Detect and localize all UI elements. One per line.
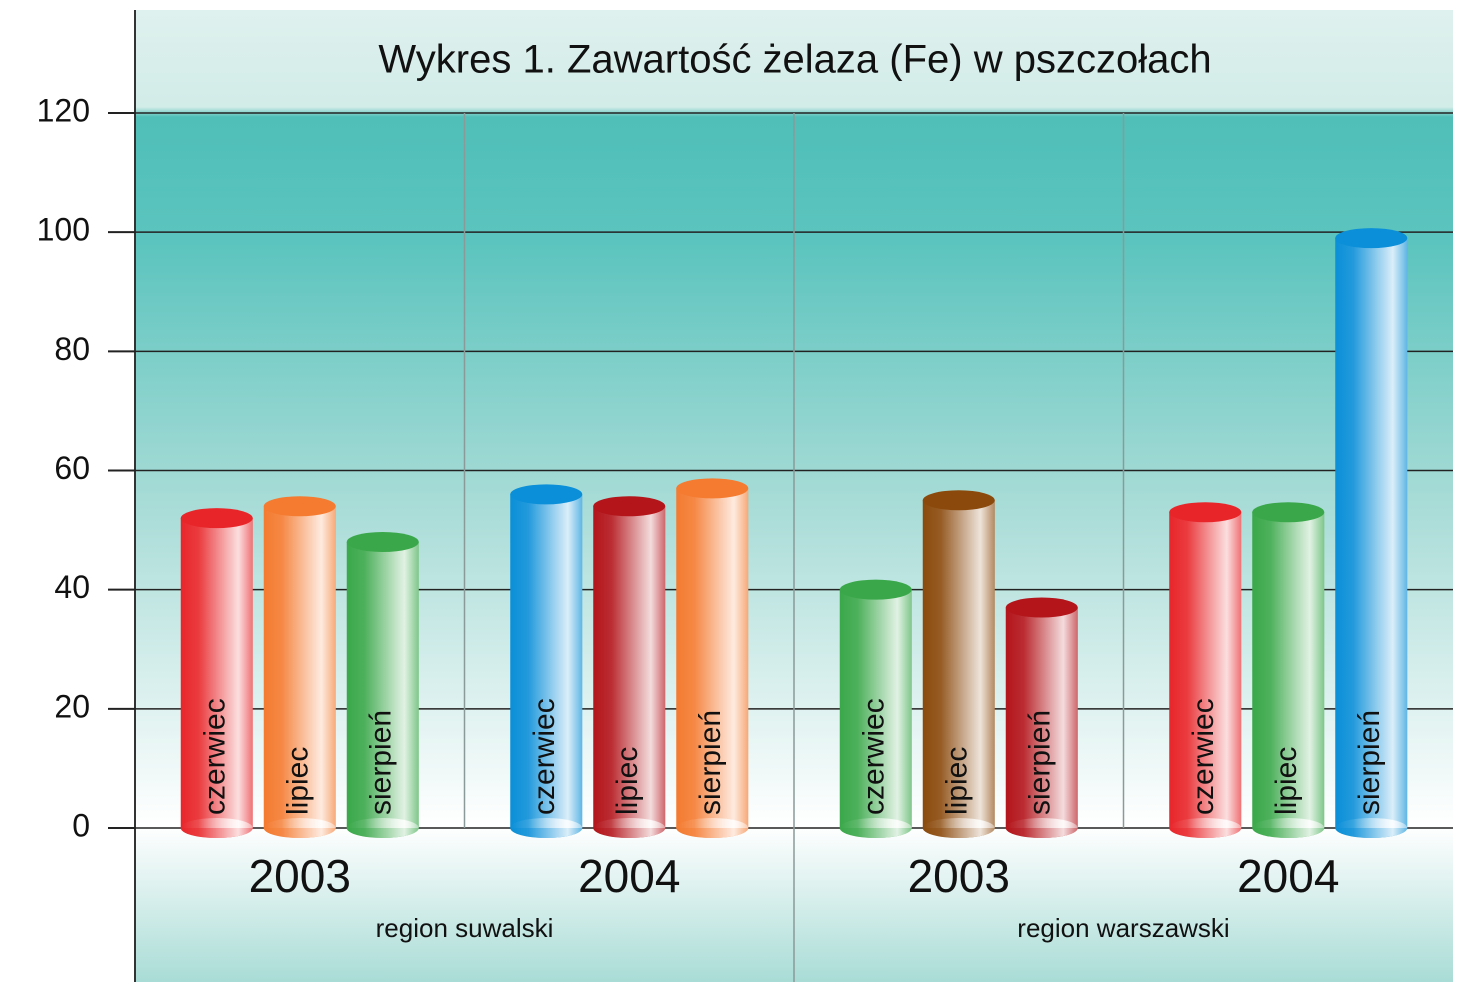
- bar-shine: [676, 488, 749, 828]
- bar-top: [1252, 502, 1325, 523]
- y-tick-label: 40: [54, 569, 90, 605]
- bar-shine: [593, 506, 666, 828]
- region-label: region warszawski: [1017, 913, 1229, 943]
- bar-top: [180, 508, 253, 529]
- bar-top: [1005, 597, 1078, 618]
- group-label: 2004: [1237, 850, 1339, 902]
- bar-top: [676, 478, 749, 499]
- bar-top: [922, 490, 995, 511]
- group-label: 2003: [249, 850, 351, 902]
- bar-label: lipiec: [611, 747, 644, 815]
- bar-top: [263, 496, 336, 517]
- bar-top: [346, 532, 419, 552]
- bar-label: czerwiec: [528, 698, 561, 815]
- y-tick-label: 100: [37, 212, 90, 248]
- bar-label: czerwiec: [199, 698, 232, 815]
- bar-shine: [346, 542, 419, 828]
- bar-label: lipiec: [941, 747, 974, 815]
- bar-label: sierpień: [694, 710, 727, 815]
- bar-shine: [263, 506, 336, 828]
- bar-shine: [922, 500, 995, 828]
- bar-label: czerwiec: [1187, 698, 1220, 815]
- group-label: 2003: [908, 850, 1010, 902]
- bar-top: [510, 484, 583, 505]
- chart-title: Wykres 1. Zawartość żelaza (Fe) w pszczo…: [378, 38, 1211, 82]
- bar-label: czerwiec: [858, 698, 891, 815]
- y-tick-label: 120: [37, 92, 90, 128]
- bar-top: [593, 496, 666, 517]
- bar-top: [1169, 502, 1242, 523]
- bar-top: [839, 579, 912, 600]
- bar-label: lipiec: [1270, 747, 1303, 815]
- region-label: region suwalski: [376, 913, 554, 943]
- y-tick-label: 60: [54, 450, 90, 486]
- bar-label: lipiec: [282, 747, 315, 815]
- bar-shine: [839, 589, 912, 828]
- bar-shine: [180, 518, 253, 828]
- group-label: 2004: [578, 850, 680, 902]
- bar-label: sierpień: [1353, 710, 1386, 815]
- bar-shine: [1005, 607, 1078, 828]
- bar-shine: [1169, 512, 1242, 828]
- bar-shine: [1335, 238, 1408, 828]
- bar-label: sierpień: [365, 710, 398, 815]
- y-tick-label: 80: [54, 331, 90, 367]
- y-tick-label: 20: [54, 688, 90, 724]
- bar-top: [1335, 228, 1408, 249]
- bar-label: sierpień: [1024, 710, 1057, 815]
- bar-shine: [510, 494, 583, 828]
- bar-shine: [1252, 512, 1325, 828]
- y-tick-label: 0: [72, 807, 90, 843]
